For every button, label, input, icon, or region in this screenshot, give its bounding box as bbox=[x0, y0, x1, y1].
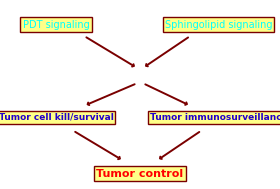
Text: Tumor immunosurveillance: Tumor immunosurveillance bbox=[150, 113, 280, 122]
Text: Sphingolipid signaling: Sphingolipid signaling bbox=[165, 20, 272, 29]
Text: Tumor cell kill/survival: Tumor cell kill/survival bbox=[0, 113, 113, 122]
Text: PDT signaling: PDT signaling bbox=[23, 20, 89, 29]
Text: Tumor control: Tumor control bbox=[96, 169, 184, 179]
